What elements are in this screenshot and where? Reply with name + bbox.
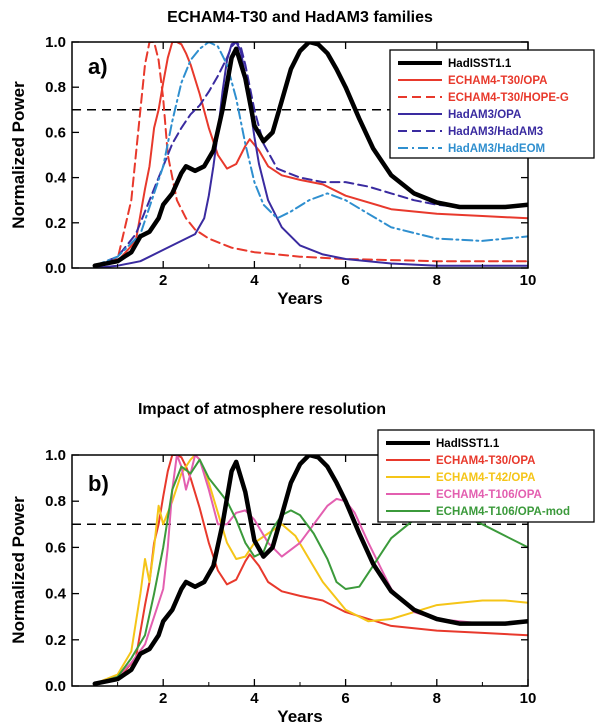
- y-tick-label: 0.6: [45, 124, 66, 141]
- x-axis-label-b: Years: [277, 707, 322, 726]
- panel-label-a: a): [88, 54, 108, 79]
- series-line-hadam3-opa: [93, 42, 528, 268]
- series-line-echam4-t30-opa: [93, 42, 528, 267]
- x-tick-label: 10: [520, 272, 537, 289]
- chart-title-a: ECHAM4-T30 and HadAM3 families: [167, 9, 433, 26]
- series-line-echam4-t42-opa: [93, 455, 528, 685]
- legend-entry-label: HadISST1.1: [448, 58, 512, 70]
- panel-b: Impact of atmosphere resolution 2 4 6 8 10 0.…: [9, 401, 595, 726]
- y-tick-label: 0.8: [45, 79, 66, 96]
- legend-entry-label: HadAM3/OPA: [448, 109, 521, 121]
- x-axis-label-a: Years: [277, 289, 322, 308]
- legend-entry-label: ECHAM4-T30/OPA: [436, 455, 535, 467]
- series-line-hadisst1-1: [92, 455, 528, 686]
- y-tick-label: 1.0: [45, 447, 66, 464]
- legend-entry-label: HadAM3/HadAM3: [448, 126, 543, 138]
- legend-box: [389, 49, 595, 159]
- x-tick-label: 2: [159, 690, 167, 707]
- y-tick-label: 0.4: [45, 586, 67, 603]
- y-axis-label-a: Normalized Power: [9, 81, 28, 229]
- x-tick-label: 4: [250, 272, 259, 289]
- legend-entry-label: ECHAM4-T42/OPA: [436, 472, 535, 484]
- plot-area-b: [72, 455, 528, 686]
- y-axis-label-b: Normalized Power: [9, 496, 28, 644]
- x-tick-label: 8: [433, 272, 441, 289]
- x-tick-label: 6: [341, 272, 349, 289]
- panel-a: ECHAM4-T30 and HadAM3 families 2 4 6 8 10 0.0…: [9, 9, 595, 308]
- panel-label-b: b): [88, 471, 109, 496]
- x-tick-label: 2: [159, 272, 167, 289]
- series-line-hadam3-hadeom: [93, 42, 528, 267]
- y-tick-label: 0.0: [45, 678, 66, 695]
- axes-ticks-a: 2 4 6 8 10 0.0 0.2 0.4 0.6 0.8 1.0: [45, 34, 536, 289]
- y-tick-label: 0.0: [45, 260, 66, 277]
- legend-entry-label: HadAM3/HadEOM: [448, 143, 545, 155]
- series-line-hadam3-hadam3: [93, 42, 528, 267]
- axes-ticks-b: 2 4 6 8 10 0.0 0.2 0.4 0.6 0.8 1.0: [45, 447, 536, 707]
- x-tick-label: 4: [250, 690, 259, 707]
- legend-b: HadISST1.1 ECHAM4-T30/OPA ECHAM4-T42/OPA EC…: [377, 429, 595, 523]
- legend-a: HadISST1.1 ECHAM4-T30/OPA ECHAM4-T30/HOPE-…: [389, 49, 595, 159]
- x-tick-label: 10: [520, 690, 537, 707]
- series-line-echam4-t106-opa-mod: [93, 458, 528, 685]
- y-tick-label: 0.2: [45, 215, 66, 232]
- x-tick-label: 6: [341, 690, 349, 707]
- chart-title-b: Impact of atmosphere resolution: [138, 401, 386, 418]
- y-tick-label: 0.2: [45, 632, 66, 649]
- x-tick-label: 8: [433, 690, 441, 707]
- series-line-hadisst1-1: [92, 42, 528, 268]
- y-tick-label: 1.0: [45, 34, 66, 51]
- plot-area-a: [72, 42, 528, 268]
- y-tick-label: 0.4: [45, 170, 67, 187]
- y-tick-label: 0.8: [45, 493, 66, 510]
- legend-entry-label: ECHAM4-T30/OPA: [448, 75, 547, 87]
- y-tick-label: 0.6: [45, 539, 66, 556]
- legend-entry-label: ECHAM4-T106/OPA-mod: [436, 506, 570, 518]
- legend-entry-label: HadISST1.1: [436, 438, 500, 450]
- legend-entry-label: ECHAM4-T30/HOPE-G: [448, 92, 569, 104]
- series-line-echam4-t30-hope-g: [93, 42, 528, 267]
- legend-entry-label: ECHAM4-T106/OPA: [436, 489, 542, 501]
